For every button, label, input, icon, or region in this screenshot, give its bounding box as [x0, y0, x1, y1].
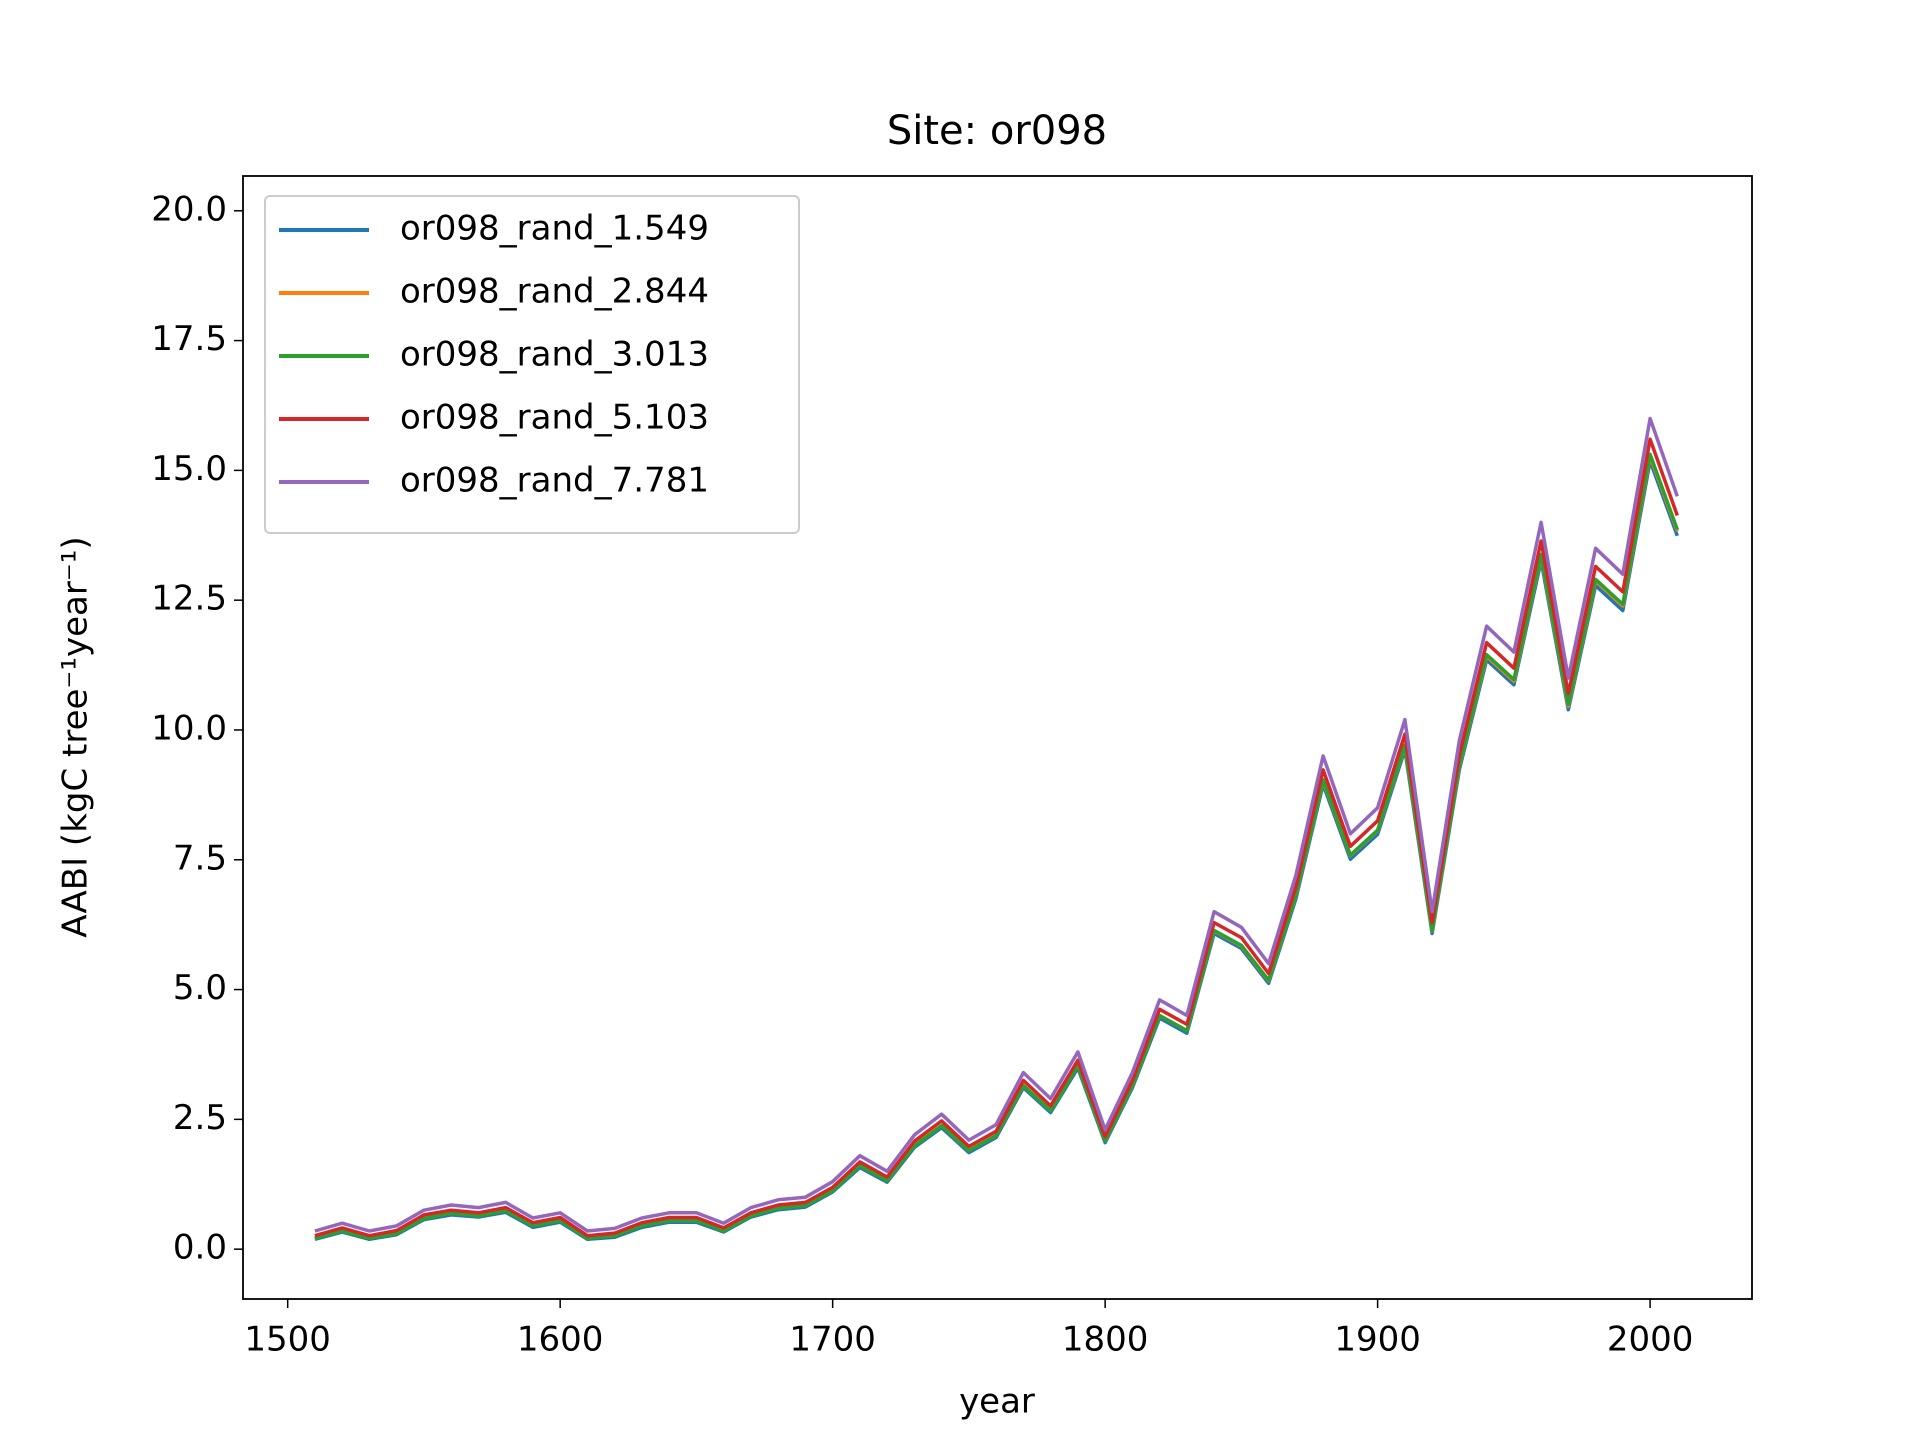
legend-label: or098_rand_1.549	[400, 209, 709, 249]
legend-label: or098_rand_5.103	[400, 398, 709, 438]
y-tick-label: 0.0	[173, 1228, 227, 1268]
legend-label: or098_rand_3.013	[400, 335, 709, 375]
y-axis-label: AABI (kgC tree⁻¹year⁻¹)	[56, 536, 96, 937]
y-tick-label: 12.5	[151, 579, 227, 619]
x-axis-label: year	[959, 1382, 1035, 1422]
x-tick-label: 1800	[1062, 1320, 1149, 1360]
legend-label: or098_rand_2.844	[400, 272, 709, 312]
series-line	[314, 416, 1679, 1233]
y-tick-label: 15.0	[151, 449, 227, 489]
plot-frame	[242, 175, 1753, 1300]
y-tick-label: 2.5	[173, 1098, 227, 1138]
y-tick-label: 17.5	[151, 319, 227, 359]
x-tick-label: 1500	[244, 1320, 331, 1360]
y-tick-label: 10.0	[151, 708, 227, 748]
legend-box	[264, 195, 800, 534]
legend-label: or098_rand_7.781	[400, 461, 709, 501]
x-tick-label: 1600	[517, 1320, 604, 1360]
y-tick-label: 5.0	[173, 968, 227, 1008]
x-tick-label: 2000	[1607, 1320, 1694, 1360]
y-tick-label: 7.5	[173, 838, 227, 878]
chart-title: Site: or098	[887, 108, 1107, 154]
x-tick-label: 1900	[1334, 1320, 1421, 1360]
series-line	[314, 437, 1679, 1238]
x-tick-label: 1700	[789, 1320, 876, 1360]
y-tick-label: 20.0	[151, 189, 227, 229]
